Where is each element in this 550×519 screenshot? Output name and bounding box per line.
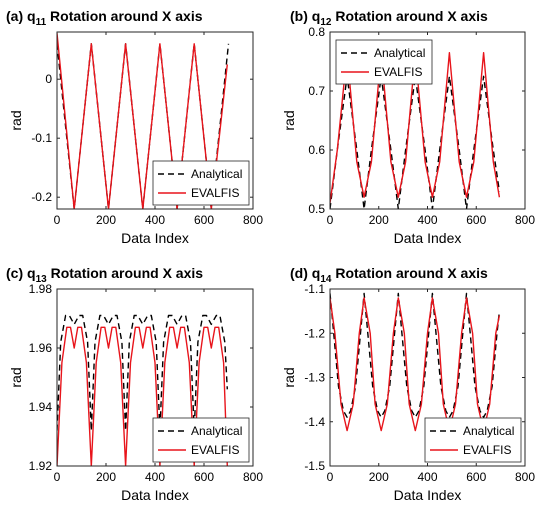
y-tick-label: 1.98 xyxy=(29,282,53,296)
chart-title: (c) q13 Rotation around X axis xyxy=(6,265,203,285)
legend-label: EVALFIS xyxy=(191,443,239,457)
chart-panel-3: (c) q13 Rotation around X axis 0 200 400 600… xyxy=(6,265,263,503)
chart-title: (a) q11 Rotation around X axis xyxy=(6,8,203,28)
x-tick-label: 200 xyxy=(369,213,389,227)
legend-label: EVALFIS xyxy=(191,186,239,200)
x-tick-label: 0 xyxy=(54,213,61,227)
chart-title-suffix: Rotation around X axis xyxy=(331,265,488,281)
chart-panel-2: (b) q12 Rotation around X axis 0 200 400 600… xyxy=(281,8,535,246)
y-tick-label: -1.3 xyxy=(304,371,325,385)
chart-title: (b) q12 Rotation around X axis xyxy=(290,8,488,28)
x-tick-label: 200 xyxy=(96,213,116,227)
legend-label: Analytical xyxy=(191,167,242,181)
chart-title-prefix: (a) q xyxy=(6,8,36,24)
series-group xyxy=(57,33,230,209)
series-line-evalfis xyxy=(330,297,501,432)
legend-label: Analytical xyxy=(463,424,514,438)
chart-title-subscript: 13 xyxy=(36,274,48,285)
chart-title: (d) q14 Rotation around X axis xyxy=(290,265,488,285)
legend: Analytical EVALFIS xyxy=(335,39,433,85)
chart-title-subscript: 14 xyxy=(320,274,332,285)
x-tick-label: 600 xyxy=(466,213,486,227)
y-tick-label: -0.1 xyxy=(31,131,52,145)
x-tick-label: 0 xyxy=(54,470,61,484)
legend-box xyxy=(152,417,250,463)
chart-title-suffix: Rotation around X axis xyxy=(46,8,203,24)
chart-panel-1: (a) q11 Rotation around X axis 0 200 400 600… xyxy=(6,8,263,246)
series-line-evalfis xyxy=(57,326,228,466)
x-tick-label: 400 xyxy=(417,213,437,227)
series-line-analytical xyxy=(330,292,501,418)
series-group xyxy=(330,292,501,432)
x-axis-label: Data Index xyxy=(394,230,462,246)
y-tick-label: 0.8 xyxy=(308,25,325,39)
y-axis-label: rad xyxy=(8,110,24,130)
x-tick-label: 600 xyxy=(466,470,486,484)
y-axis-label: rad xyxy=(281,367,297,387)
legend-label: EVALFIS xyxy=(374,65,422,79)
x-tick-label: 0 xyxy=(327,213,334,227)
legend: Analytical EVALFIS xyxy=(152,160,250,206)
chart-title-subscript: 11 xyxy=(36,17,47,28)
y-tick-label: -1.1 xyxy=(304,282,325,296)
y-tick-label: -0.2 xyxy=(31,190,52,204)
y-tick-label: 0 xyxy=(45,72,52,86)
series-group xyxy=(57,314,228,466)
y-tick-label: 1.92 xyxy=(29,459,53,473)
x-axis-label: Data Index xyxy=(121,230,189,246)
x-tick-label: 600 xyxy=(194,213,214,227)
chart-title-prefix: (d) q xyxy=(290,265,320,281)
x-tick-label: 800 xyxy=(243,470,263,484)
legend-label: EVALFIS xyxy=(463,443,511,457)
y-axis-label: rad xyxy=(8,367,24,387)
series-line-analytical xyxy=(57,314,228,432)
x-tick-label: 200 xyxy=(369,470,389,484)
chart-title-prefix: (b) q xyxy=(290,8,320,24)
legend-box xyxy=(335,39,433,85)
legend-label: Analytical xyxy=(374,46,425,60)
x-axis-label: Data Index xyxy=(394,487,462,503)
x-tick-label: 800 xyxy=(515,470,535,484)
x-tick-label: 200 xyxy=(96,470,116,484)
legend: Analytical EVALFIS xyxy=(152,417,250,463)
x-tick-label: 400 xyxy=(145,213,165,227)
x-tick-label: 0 xyxy=(327,470,334,484)
chart-title-subscript: 12 xyxy=(320,17,332,28)
y-tick-label: 0.6 xyxy=(308,143,325,157)
y-tick-label: -1.4 xyxy=(304,415,325,429)
y-tick-label: -1.2 xyxy=(304,326,325,340)
y-tick-label: 1.94 xyxy=(29,400,53,414)
chart-panel-4: (d) q14 Rotation around X axis 0 200 400 600… xyxy=(281,265,535,503)
legend-box xyxy=(424,417,522,463)
x-tick-label: 800 xyxy=(243,213,263,227)
y-tick-label: 0.7 xyxy=(308,84,325,98)
y-tick-label: 0.5 xyxy=(308,202,325,216)
chart-title-suffix: Rotation around X axis xyxy=(331,8,488,24)
x-tick-label: 400 xyxy=(417,470,437,484)
legend-box xyxy=(152,160,250,206)
legend-label: Analytical xyxy=(191,424,242,438)
chart-title-prefix: (c) q xyxy=(6,265,36,281)
series-line-evalfis xyxy=(57,33,228,209)
x-tick-label: 800 xyxy=(515,213,535,227)
y-tick-label: 1.96 xyxy=(29,341,53,355)
chart-title-suffix: Rotation around X axis xyxy=(47,265,204,281)
x-tick-label: 400 xyxy=(145,470,165,484)
x-tick-label: 600 xyxy=(194,470,214,484)
x-axis-label: Data Index xyxy=(121,487,189,503)
legend: Analytical EVALFIS xyxy=(424,417,522,463)
y-axis-label: rad xyxy=(281,110,297,130)
y-tick-label: -1.5 xyxy=(304,459,325,473)
